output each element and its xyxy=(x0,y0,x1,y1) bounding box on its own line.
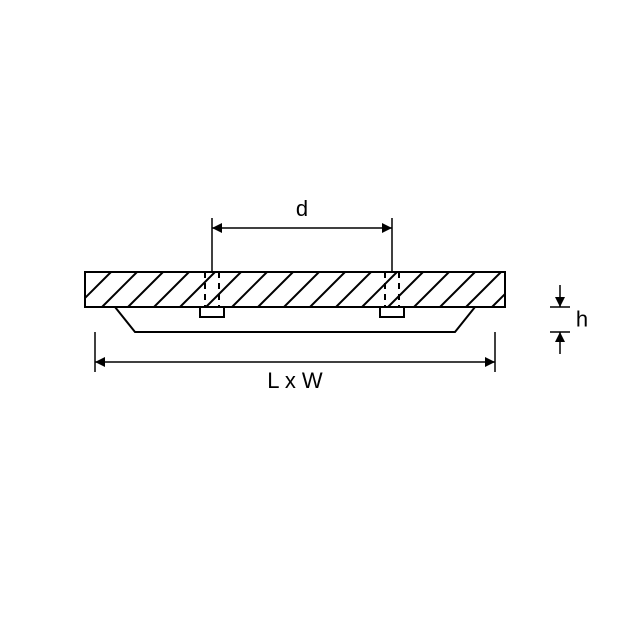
dim-h-label: h xyxy=(576,307,588,332)
dim-d-label: d xyxy=(296,196,308,221)
hatching xyxy=(24,272,553,307)
arrowhead xyxy=(382,223,392,233)
arrowhead xyxy=(212,223,222,233)
clip-right xyxy=(380,307,404,317)
arrowhead xyxy=(485,357,495,367)
arrowhead xyxy=(555,297,565,307)
ceiling-plate xyxy=(85,272,505,307)
arrowhead xyxy=(95,357,105,367)
technical-drawing: d L x W h xyxy=(24,196,588,393)
clip-left xyxy=(200,307,224,317)
arrowhead xyxy=(555,332,565,342)
dim-lw-label: L x W xyxy=(267,368,323,393)
fixture-body xyxy=(115,307,475,332)
